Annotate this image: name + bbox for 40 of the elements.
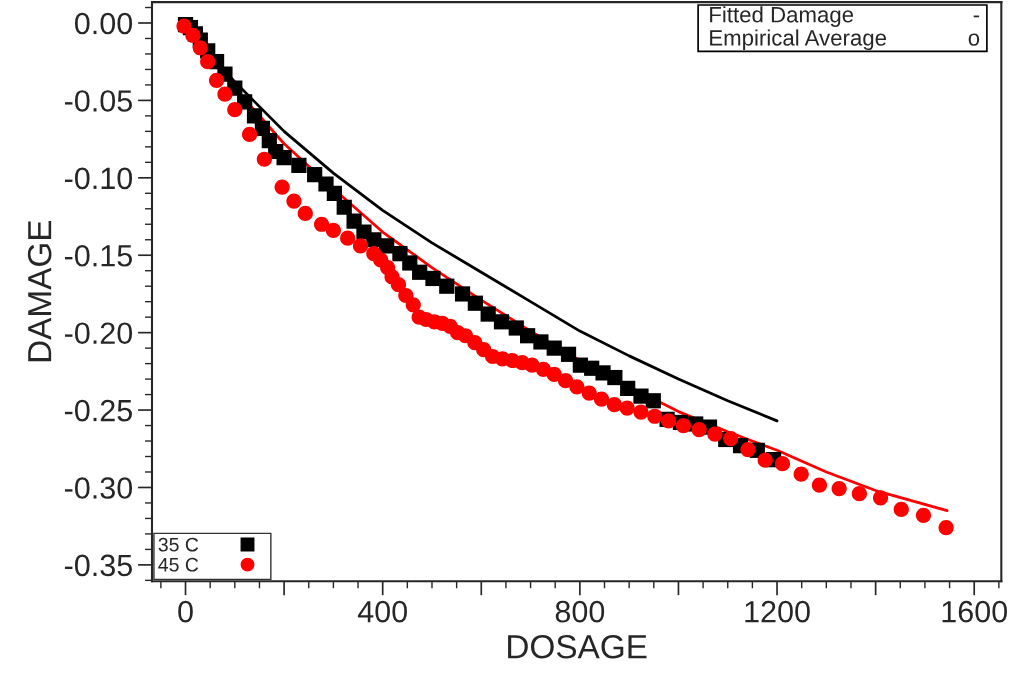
- y-axis-title: DAMAGE: [27, 220, 52, 362]
- y-tick-label: -0.10: [64, 167, 133, 190]
- point: [336, 199, 352, 215]
- point: [546, 340, 562, 356]
- point: [467, 295, 483, 311]
- point: [326, 185, 342, 201]
- point: [276, 150, 292, 166]
- x-tick-label: 800: [555, 600, 605, 623]
- point: [560, 346, 577, 362]
- x-tick-label: 0: [178, 600, 193, 623]
- y-tick-label: 0.00: [74, 12, 133, 35]
- y-tick-label: -0.30: [64, 477, 133, 499]
- point: [246, 108, 263, 124]
- point: [480, 306, 496, 322]
- point: [620, 380, 636, 396]
- point: [412, 264, 428, 280]
- point: [493, 314, 510, 330]
- point: [291, 157, 307, 174]
- x-axis-title: DOSAGE: [508, 634, 647, 659]
- point: [454, 286, 471, 302]
- x-tick-label: 1200: [745, 600, 810, 623]
- y-tick-label: -0.05: [64, 90, 132, 112]
- y-tick-label: -0.20: [64, 322, 133, 345]
- annotation: o: [968, 33, 980, 46]
- y-tick-label: -0.15: [64, 244, 132, 267]
- legend-label: 45 C: [158, 557, 199, 572]
- point: [533, 334, 549, 350]
- point: [425, 270, 441, 287]
- legend-label: 35 C: [158, 537, 199, 552]
- point: [520, 328, 536, 344]
- x-tick-label: 400: [357, 600, 407, 623]
- point: [645, 393, 661, 409]
- annotation: Fitted Damage: [710, 6, 854, 27]
- annotation: -: [973, 15, 980, 18]
- point: [439, 278, 455, 294]
- y-tick-label: -0.35: [64, 554, 132, 577]
- x-tick-label: 1600: [942, 600, 1008, 623]
- point: [607, 369, 623, 386]
- annotation: Empirical Average: [710, 29, 887, 51]
- y-tick-label: -0.25: [64, 399, 132, 422]
